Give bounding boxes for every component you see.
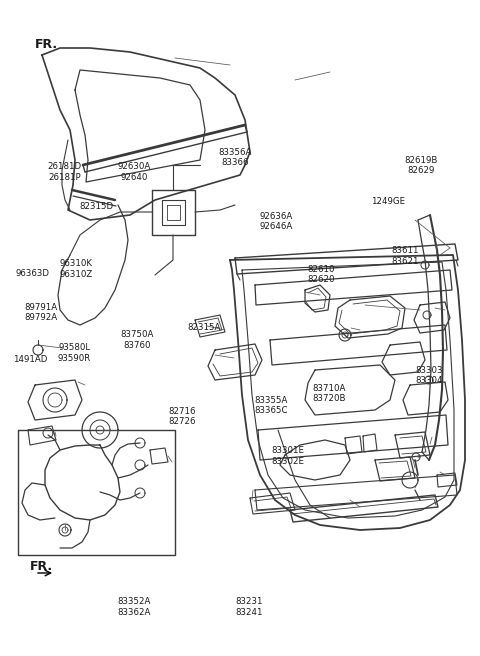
Text: 82619B
82629: 82619B 82629 [405,155,438,175]
Text: 92636A
92646A: 92636A 92646A [259,212,293,232]
Text: 83303
83304: 83303 83304 [416,365,444,385]
Text: 83231
83241: 83231 83241 [236,597,264,617]
Text: FR.: FR. [30,560,53,573]
Text: 82610
82620: 82610 82620 [308,264,336,284]
Text: 83301E
83302E: 83301E 83302E [272,446,304,466]
Text: 92630A
92640: 92630A 92640 [118,162,151,182]
Text: 96363D: 96363D [16,269,49,278]
Text: 83355A
83365C: 83355A 83365C [254,396,288,415]
Text: FR.: FR. [35,38,58,51]
Text: 96310K
96310Z: 96310K 96310Z [59,259,93,279]
Text: 26181D
26181P: 26181D 26181P [48,162,82,182]
Text: 93580L
93590R: 93580L 93590R [58,343,91,363]
Text: 83750A
83760: 83750A 83760 [120,330,154,350]
Text: 1249GE: 1249GE [371,197,405,206]
Text: 83710A
83720B: 83710A 83720B [312,384,346,403]
Text: 82716
82726: 82716 82726 [168,407,196,426]
Text: 82315A: 82315A [187,323,221,333]
Text: 83356A
83366: 83356A 83366 [218,148,252,167]
Text: 1491AD: 1491AD [12,355,47,364]
Text: 83352A
83362A: 83352A 83362A [118,597,151,617]
Text: 83611
83621: 83611 83621 [392,246,420,266]
Text: 89791A
89792A: 89791A 89792A [24,302,58,322]
Text: 82315D: 82315D [79,202,113,211]
